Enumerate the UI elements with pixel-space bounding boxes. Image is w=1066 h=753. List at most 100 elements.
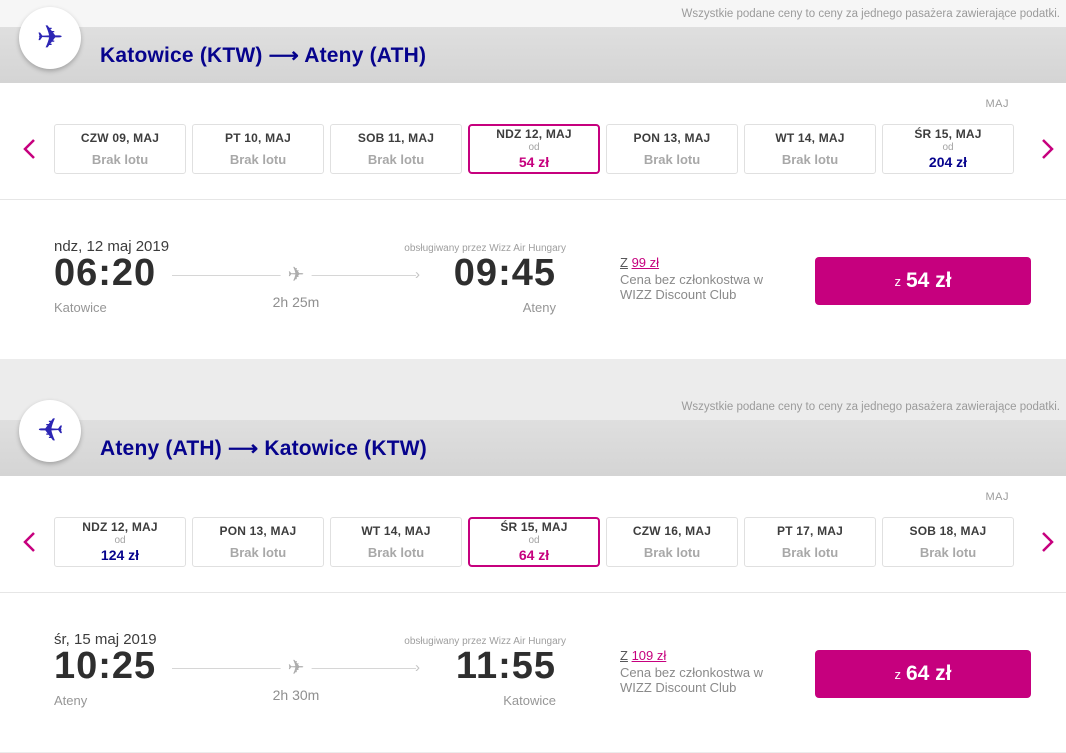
date-cell-status: Brak lotu [781, 545, 839, 560]
route-plane-icon: ✈ [280, 657, 312, 679]
date-cell[interactable]: CZW 16, MAJ Brak lotu [606, 517, 738, 567]
flight-date: śr, 15 maj 2019 [54, 631, 157, 648]
chevron-right-icon[interactable] [1034, 124, 1060, 174]
route-plane-icon: ✈ [280, 264, 312, 286]
date-cell-status: Brak lotu [229, 152, 287, 167]
date-cell-day: SOB 11, MAJ [357, 131, 435, 145]
route-header: ✈ Ateny (ATH) ⟶ Katowice (KTW) [0, 400, 1066, 476]
arrival-time: 11:55 [455, 645, 556, 687]
date-cell-day: CZW 16, MAJ [632, 524, 712, 538]
arrival-city: Katowice [503, 693, 556, 708]
arrival-city: Ateny [522, 300, 556, 315]
departure-city: Katowice [54, 300, 107, 315]
date-cell-status: Brak lotu [229, 545, 287, 560]
non-member-price-note: Cena bez członkostwa w WIZZ Discount Clu… [620, 272, 764, 302]
date-cell-price: 64 zł [518, 547, 550, 564]
date-cell-day: SOB 18, MAJ [909, 524, 987, 538]
date-cell-status: Brak lotu [643, 545, 701, 560]
non-member-price-note: Cena bez członkostwa w WIZZ Discount Clu… [620, 665, 764, 695]
date-cell[interactable]: WT 14, MAJ Brak lotu [744, 124, 876, 174]
date-cell-status: Brak lotu [643, 152, 701, 167]
fare-prefix: z [894, 273, 901, 289]
date-cell-day: WT 14, MAJ [775, 131, 845, 145]
non-member-price-link[interactable]: 109 zł [631, 648, 667, 663]
date-cell-day: NDZ 12, MAJ [82, 520, 158, 535]
dates-row: CZW 09, MAJ Brak lotu PT 10, MAJ Brak lo… [0, 124, 1066, 174]
plane-icon: ✈ [36, 412, 64, 448]
arrival-time: 09:45 [453, 252, 556, 294]
route-plane-badge: ✈ [19, 7, 81, 69]
flight-row: śr, 15 maj 2019 10:25 Ateny › ✈ 2h 30m o… [0, 592, 1066, 752]
route-arrowhead-icon: › [415, 266, 420, 283]
date-cell-price: 124 zł [100, 547, 140, 564]
return-section: Wszystkie podane ceny to ceny za jednego… [0, 359, 1066, 752]
date-cell[interactable]: SOB 18, MAJ Brak lotu [882, 517, 1014, 567]
date-cell-day: ŚR 15, MAJ [914, 127, 982, 142]
date-cell-status: Brak lotu [781, 152, 839, 167]
non-member-price: Z 109 zł [620, 648, 666, 663]
route-title: Ateny (ATH) ⟶ Katowice (KTW) [100, 436, 427, 460]
plane-icon: ✈ [36, 19, 64, 55]
date-cell[interactable]: PON 13, MAJ Brak lotu [606, 124, 738, 174]
fare-price: 64 zł [905, 662, 952, 685]
date-cell-price: 204 zł [928, 154, 968, 171]
month-label: MAJ [985, 98, 1009, 110]
route-title: Katowice (KTW) ⟶ Ateny (ATH) [100, 43, 427, 67]
date-cell-status: Brak lotu [367, 152, 425, 167]
flight-row: ndz, 12 maj 2019 06:20 Katowice › ✈ 2h 2… [0, 199, 1066, 359]
route-plane-badge: ✈ [19, 400, 81, 462]
chevron-right-icon[interactable] [1034, 517, 1060, 567]
flight-duration: 2h 30m [272, 687, 320, 703]
date-carousel: MAJ NDZ 12, MAJ od 124 zł PON 13, MAJ Br… [0, 476, 1066, 592]
date-cell[interactable]: NDZ 12, MAJ od 124 zł [54, 517, 186, 567]
date-cell-day: PT 10, MAJ [224, 131, 292, 145]
date-cell-od: od [528, 142, 540, 154]
date-cell[interactable]: PT 10, MAJ Brak lotu [192, 124, 324, 174]
date-cell-od: od [114, 535, 126, 547]
date-cell-selected[interactable]: ŚR 15, MAJ od 64 zł [468, 517, 600, 567]
non-member-price-prefix[interactable]: Z [620, 648, 628, 663]
departure-city: Ateny [54, 693, 88, 708]
fare-price: 54 zł [905, 269, 952, 292]
chevron-left-icon[interactable] [16, 517, 42, 567]
route-header: ✈ Katowice (KTW) ⟶ Ateny (ATH) [0, 7, 1066, 83]
route-indicator: › ✈ 2h 30m [172, 655, 420, 707]
flight-duration: 2h 25m [272, 294, 320, 310]
price-disclaimer-bar: Wszystkie podane ceny to ceny za jednego… [0, 0, 1066, 27]
price-disclaimer-bar: Wszystkie podane ceny to ceny za jednego… [0, 359, 1066, 420]
non-member-price-link[interactable]: 99 zł [631, 255, 660, 270]
date-cell-price: 54 zł [518, 154, 550, 171]
non-member-price: Z 99 zł [620, 255, 659, 270]
date-cell-day: ŚR 15, MAJ [500, 520, 568, 535]
non-member-price-prefix[interactable]: Z [620, 255, 628, 270]
date-cell-day: NDZ 12, MAJ [496, 127, 572, 142]
route-arrowhead-icon: › [415, 659, 420, 676]
dates-row: NDZ 12, MAJ od 124 zł PON 13, MAJ Brak l… [0, 517, 1066, 567]
route-indicator: › ✈ 2h 25m [172, 262, 420, 314]
outbound-section: Wszystkie podane ceny to ceny za jednego… [0, 0, 1066, 359]
flight-date: ndz, 12 maj 2019 [54, 238, 170, 255]
date-cell[interactable]: PT 17, MAJ Brak lotu [744, 517, 876, 567]
operator-note: obsługiwany przez Wizz Air Hungary [404, 243, 566, 254]
date-cell-status: Brak lotu [91, 152, 149, 167]
price-disclaimer: Wszystkie podane ceny to ceny za jednego… [681, 8, 1060, 20]
chevron-left-icon[interactable] [16, 124, 42, 174]
date-carousel: MAJ CZW 09, MAJ Brak lotu PT 10, MAJ Bra… [0, 83, 1066, 199]
date-cell-status: Brak lotu [919, 545, 977, 560]
select-fare-button[interactable]: z 64 zł [815, 650, 1031, 698]
date-cell-selected[interactable]: NDZ 12, MAJ od 54 zł [468, 124, 600, 174]
date-cell-day: CZW 09, MAJ [80, 131, 160, 145]
date-cell[interactable]: CZW 09, MAJ Brak lotu [54, 124, 186, 174]
date-cell[interactable]: WT 14, MAJ Brak lotu [330, 517, 462, 567]
departure-time: 06:20 [54, 252, 157, 294]
date-cell-day: PT 17, MAJ [776, 524, 844, 538]
date-cell-day: PON 13, MAJ [633, 131, 711, 145]
select-fare-button[interactable]: z 54 zł [815, 257, 1031, 305]
date-cell[interactable]: PON 13, MAJ Brak lotu [192, 517, 324, 567]
date-cell-status: Brak lotu [367, 545, 425, 560]
month-label: MAJ [985, 491, 1009, 503]
date-cell-od: od [942, 142, 954, 154]
date-cell-od: od [528, 535, 540, 547]
date-cell[interactable]: SOB 11, MAJ Brak lotu [330, 124, 462, 174]
date-cell[interactable]: ŚR 15, MAJ od 204 zł [882, 124, 1014, 174]
